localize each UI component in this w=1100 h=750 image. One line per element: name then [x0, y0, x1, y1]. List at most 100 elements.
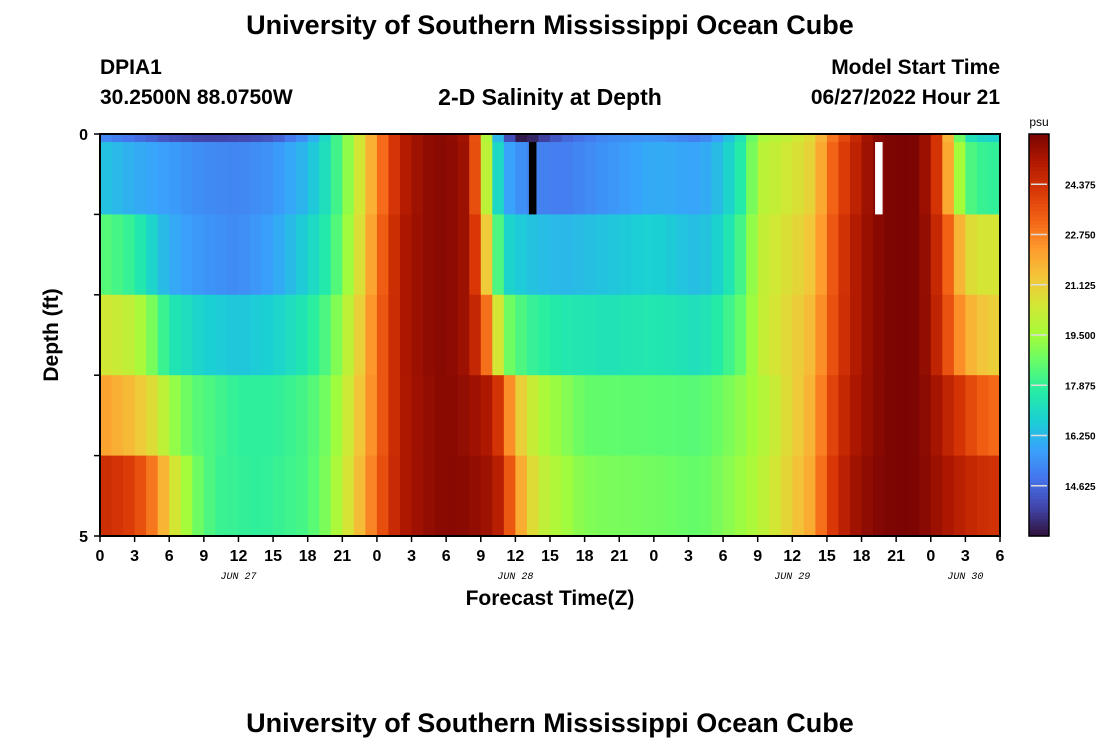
heatmap-cell — [203, 294, 216, 376]
heatmap-cell — [596, 142, 609, 215]
heatmap-cell — [953, 375, 966, 457]
colorbar-segment — [1029, 408, 1049, 413]
heatmap-cell — [780, 294, 793, 376]
heatmap-cell — [423, 375, 436, 457]
x-tick-label: 21 — [610, 548, 628, 565]
colorbar-segment — [1029, 298, 1049, 303]
heatmap-cell — [723, 134, 736, 143]
heatmap-cell — [792, 294, 805, 376]
missing-data-cell — [875, 142, 883, 215]
footer-title: University of Southern Mississippi Ocean… — [246, 708, 854, 738]
heatmap-cell — [607, 455, 620, 537]
heatmap-cell — [457, 214, 470, 296]
x-tick-label: 18 — [853, 548, 871, 565]
heatmap-cell — [942, 142, 955, 215]
heatmap-cell — [884, 294, 897, 376]
heatmap-cell — [365, 455, 378, 537]
heatmap-cell — [861, 455, 874, 537]
heatmap-cell — [411, 375, 424, 457]
heatmap-cell — [803, 134, 816, 143]
colorbar-segment — [1029, 405, 1049, 410]
heatmap-cell — [757, 375, 770, 457]
heatmap-cell — [769, 375, 782, 457]
heatmap-cell — [307, 142, 320, 215]
heatmap-cell — [953, 134, 966, 143]
colorbar-segment — [1029, 264, 1049, 269]
heatmap-cell — [342, 375, 355, 457]
heatmap-cell — [907, 294, 920, 376]
heatmap-cell — [965, 294, 978, 376]
heatmap-cell — [250, 142, 263, 215]
colorbar-tick-label: 14.625 — [1065, 482, 1096, 493]
heatmap-cell — [503, 214, 516, 296]
heatmap-cell — [157, 375, 170, 457]
colorbar-segment — [1029, 502, 1049, 507]
heatmap-cell — [169, 134, 182, 143]
heatmap-cell — [157, 134, 170, 143]
colorbar-segment — [1029, 361, 1049, 366]
y-axis: 0 5 Depth (ft) — [40, 127, 100, 546]
heatmap-cell — [365, 142, 378, 215]
colorbar-segment — [1029, 375, 1049, 380]
plot-title: 2-D Salinity at Depth — [438, 84, 662, 110]
heatmap-cell — [238, 294, 251, 376]
heatmap-cell — [457, 134, 470, 143]
colorbar-segment — [1029, 418, 1049, 423]
heatmap-cell — [307, 134, 320, 143]
heatmap-cell — [388, 455, 401, 537]
colorbar-segment — [1029, 465, 1049, 470]
heatmap-cell — [550, 294, 563, 376]
heatmap-cell — [111, 134, 124, 143]
x-tick-label: 0 — [372, 548, 381, 565]
heatmap-cell — [838, 294, 851, 376]
colorbar-segment — [1029, 412, 1049, 416]
heatmap-cell — [596, 134, 609, 143]
heatmap-cell — [953, 455, 966, 537]
colorbar-segment — [1029, 522, 1049, 527]
colorbar-segment — [1029, 308, 1049, 313]
heatmap-cell — [238, 455, 251, 537]
heatmap-cell — [411, 134, 424, 143]
missing-data-cell — [528, 142, 537, 215]
heatmap-cell — [538, 294, 551, 376]
heatmap-cell — [457, 294, 470, 376]
heatmap-cell — [180, 294, 193, 376]
heatmap-cell — [665, 134, 678, 143]
heatmap-cell — [988, 134, 1001, 143]
heatmap-cell — [861, 142, 874, 215]
colorbar-segment — [1029, 204, 1049, 209]
heatmap-cell — [653, 455, 666, 537]
heatmap-cell — [342, 142, 355, 215]
colorbar-segment — [1029, 321, 1049, 326]
heatmap-cell — [757, 214, 770, 296]
heatmap-cell — [976, 455, 990, 537]
heatmap-cell — [930, 455, 943, 537]
heatmap-cell — [157, 142, 170, 215]
heatmap-cell — [111, 375, 124, 457]
heatmap-cell — [769, 142, 782, 215]
heatmap-cell — [619, 142, 632, 215]
heatmap-cell — [192, 142, 205, 215]
heatmap-cell — [123, 455, 136, 537]
colorbar-segment — [1029, 197, 1049, 202]
heatmap-cell — [723, 142, 736, 215]
heatmap-cell — [273, 214, 286, 296]
heatmap-cell — [676, 134, 690, 143]
heatmap-cell — [342, 455, 355, 537]
heatmap-cell — [376, 134, 390, 143]
heatmap-cell — [157, 294, 170, 376]
heatmap-cell — [919, 455, 932, 537]
colorbar: 14.625 16.250 17.875 19.500 21.125 22.750 24.3… — [1028, 115, 1096, 537]
heatmap-cell — [700, 214, 713, 296]
heatmap-cell — [434, 455, 447, 537]
heatmap-cell — [434, 142, 447, 215]
colorbar-segment — [1029, 495, 1049, 500]
colorbar-segment — [1029, 224, 1049, 229]
heatmap-cell — [803, 294, 816, 376]
heatmap-cell — [873, 375, 886, 457]
heatmap-cell — [215, 455, 228, 537]
colorbar-segment — [1029, 472, 1049, 477]
heatmap-cell — [342, 294, 355, 376]
colorbar-segment — [1029, 214, 1049, 219]
colorbar-segment — [1029, 160, 1049, 165]
